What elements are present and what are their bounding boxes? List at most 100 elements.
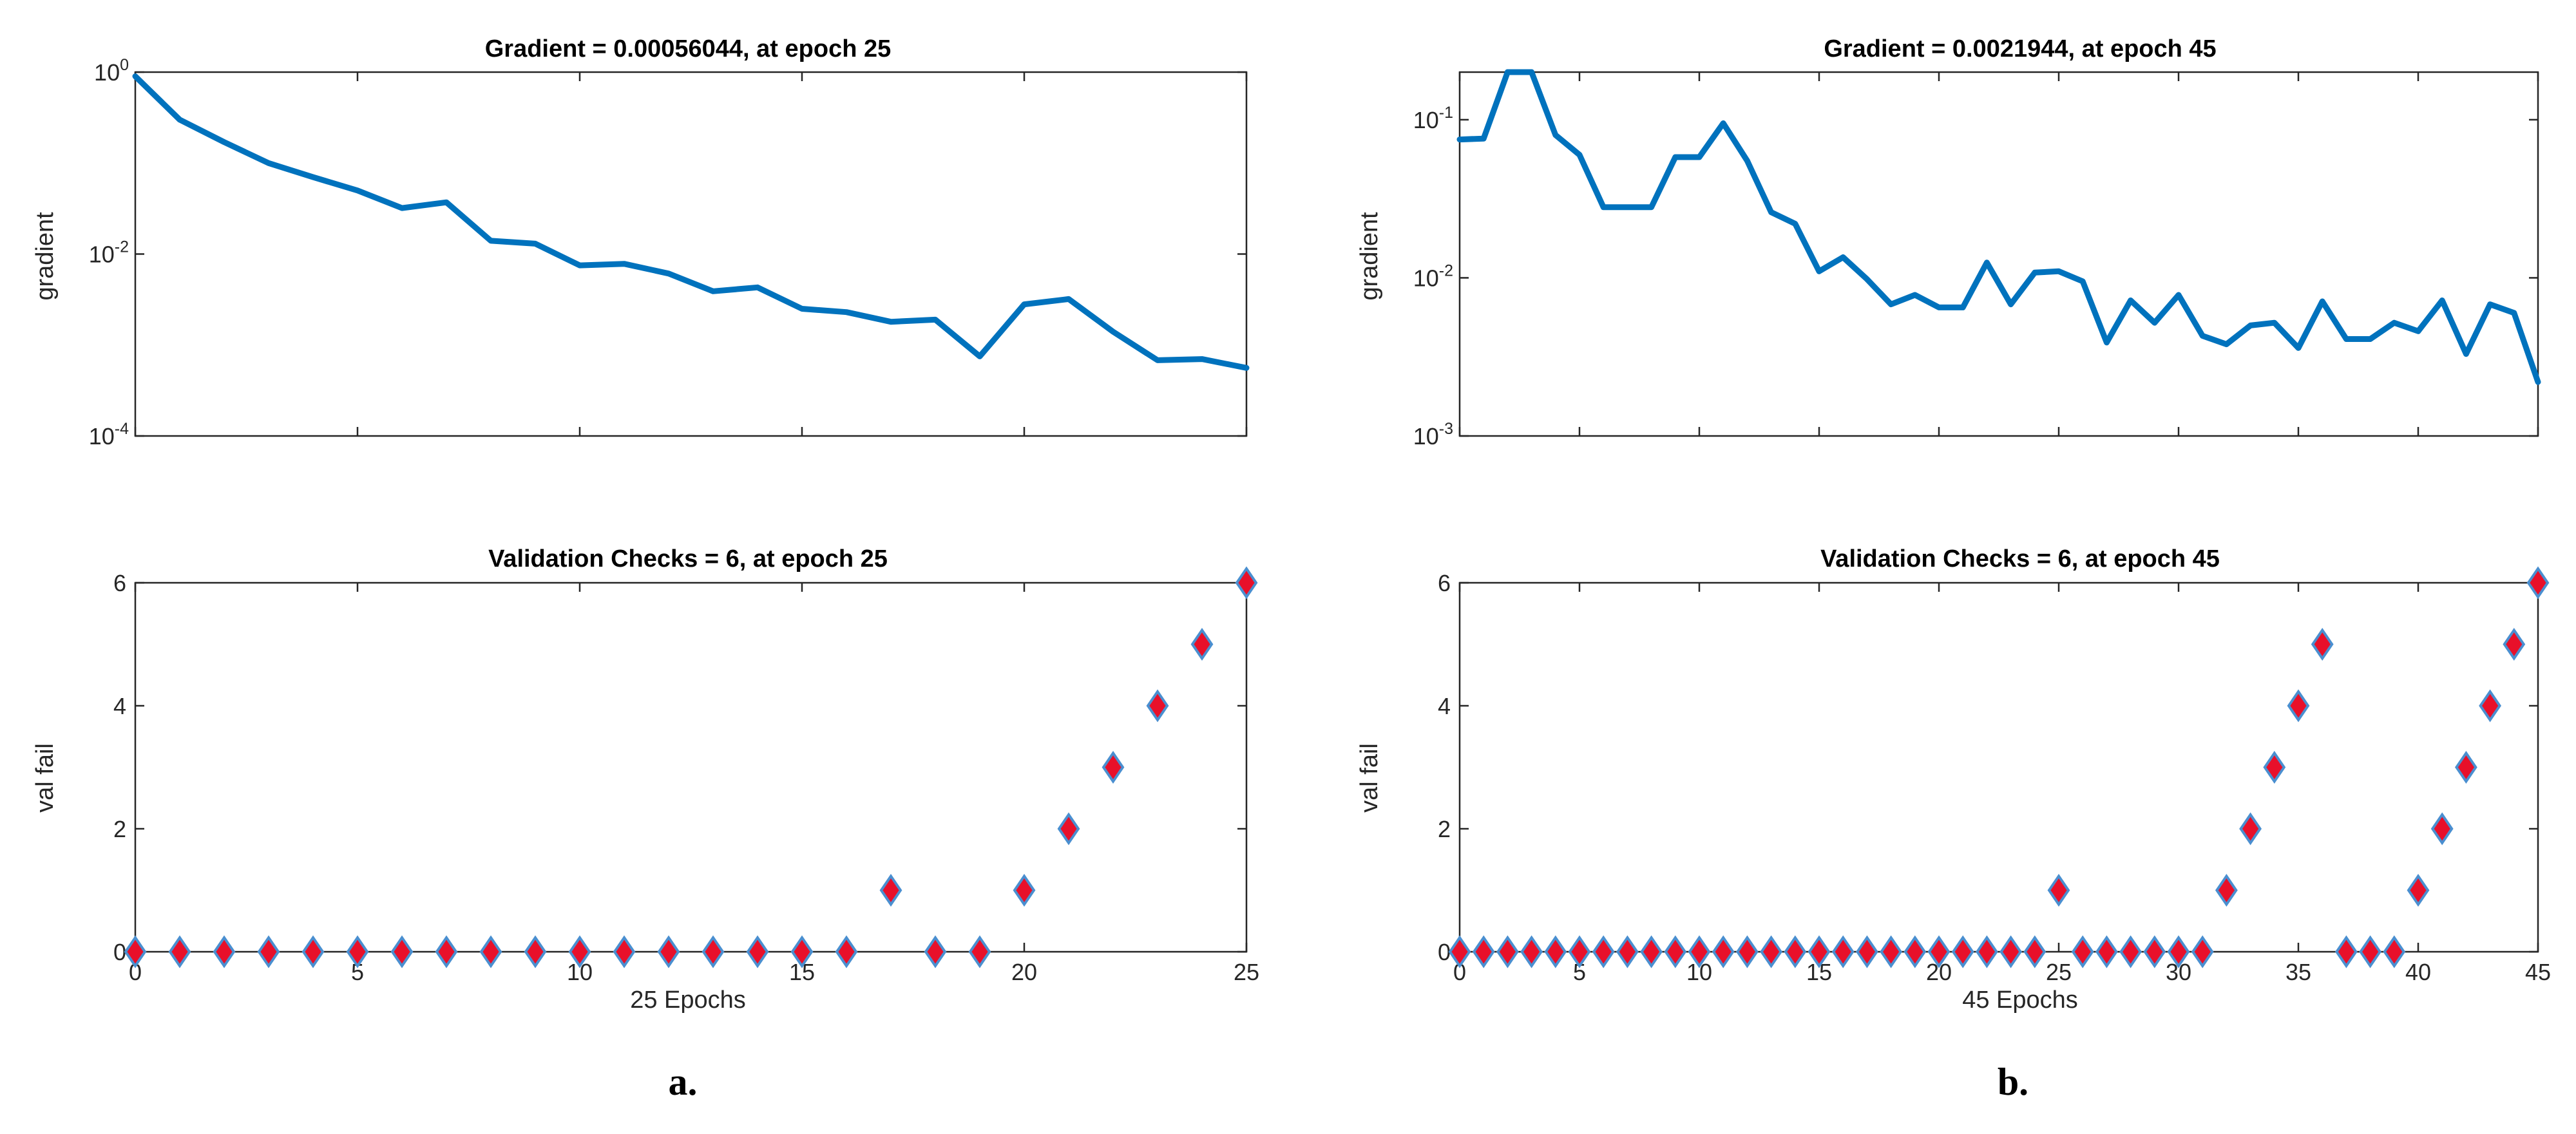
val-fail-point <box>2095 935 2118 969</box>
val-fail-point <box>2047 873 2070 907</box>
val-fail-point <box>2407 873 2430 907</box>
val-fail-point <box>1472 935 1495 969</box>
val-fail-point <box>168 935 191 969</box>
plot-area <box>134 71 1248 437</box>
val-fail-point <box>2334 935 2358 969</box>
y-axis-label: gradient <box>1356 212 1383 301</box>
val-fail-point <box>1951 935 1974 969</box>
chart-title: Validation Checks = 6, at epoch 45 <box>1820 545 2220 572</box>
chart-title: Validation Checks = 6, at epoch 25 <box>488 545 888 572</box>
val-fail-point <box>124 935 147 969</box>
val-fail-point <box>2119 935 2142 969</box>
plot-area <box>134 581 1248 953</box>
y-tick-label: 6 <box>1438 570 1451 596</box>
y-tick-label: 4 <box>113 693 126 719</box>
val-fail-point <box>1013 873 1036 907</box>
val-fail-point <box>2071 935 2094 969</box>
val-fail-point <box>613 935 636 969</box>
y-axis-label: val fail <box>32 743 59 813</box>
val-fail-point <box>1927 935 1951 969</box>
val-fail-point <box>1496 935 1519 969</box>
val-fail-point <box>257 935 280 969</box>
val-fail-point <box>2023 935 2046 969</box>
gradient-series-line <box>132 73 1250 371</box>
panel-label-a: a. <box>669 1061 698 1103</box>
val-fail-point <box>1784 935 1807 969</box>
chart-a-validation: Validation Checks = 6, at epoch 25 val f… <box>32 545 1259 1014</box>
val-fail-point <box>2383 935 2406 969</box>
x-tick-label: 35 <box>2285 959 2311 985</box>
val-fail-point <box>2287 689 2310 723</box>
chart-title: Gradient = 0.00056044, at epoch 25 <box>485 35 892 62</box>
chart-a-gradient: Gradient = 0.00056044, at epoch 25 gradi… <box>32 35 1250 449</box>
val-fail-point <box>835 935 858 969</box>
x-tick-label: 45 <box>2525 959 2551 985</box>
val-fail-point <box>2191 935 2214 969</box>
val-fail-point <box>568 935 591 969</box>
val-fail-point <box>2454 750 2477 784</box>
val-fail-point <box>346 935 369 969</box>
val-fail-point <box>2479 689 2502 723</box>
val-fail-point <box>1999 935 2023 969</box>
y-tick-label: 6 <box>113 570 126 596</box>
x-axis-label: 25 Epochs <box>630 987 746 1014</box>
val-fail-point <box>701 935 725 969</box>
val-fail-point <box>2359 935 2382 969</box>
y-tick-label: 10-2 <box>1413 261 1453 291</box>
y-tick-label: 10-4 <box>89 420 129 449</box>
panel-label-b: b. <box>1998 1061 2028 1103</box>
val-fail-point <box>1235 566 1258 600</box>
x-tick-label: 20 <box>1011 959 1037 985</box>
val-fail-point <box>1712 935 1735 969</box>
val-fail-point <box>1880 935 1903 969</box>
y-tick-label: 10-3 <box>1413 420 1453 449</box>
y-tick-label: 100 <box>94 56 129 86</box>
plot-area <box>1458 581 2539 953</box>
val-fail-point <box>1640 935 1663 969</box>
val-fail-point <box>1616 935 1639 969</box>
val-fail-point <box>1808 935 1831 969</box>
val-fail-point <box>2526 566 2550 600</box>
val-fail-point <box>924 935 947 969</box>
y-tick-label: 10-1 <box>1413 104 1453 133</box>
val-fail-point <box>390 935 414 969</box>
val-fail-point <box>213 935 236 969</box>
y-tick-label: 2 <box>113 816 126 842</box>
x-tick-label: 5 <box>1573 959 1586 985</box>
val-fail-point <box>1102 750 1125 784</box>
val-fail-point <box>1975 935 1998 969</box>
val-fail-point <box>2430 812 2454 846</box>
x-axis-label: 45 Epochs <box>1962 987 2078 1014</box>
val-fail-point <box>1592 935 1615 969</box>
val-fail-point <box>657 935 680 969</box>
val-fail-point <box>2503 627 2526 661</box>
x-tick-label: 0 <box>1453 959 1466 985</box>
val-fail-point <box>968 935 991 969</box>
val-fail-point <box>2167 935 2190 969</box>
val-fail-point <box>790 935 814 969</box>
val-fail-point <box>301 935 325 969</box>
x-tick-label: 40 <box>2405 959 2431 985</box>
val-fail-point <box>1190 627 1214 661</box>
val-fail-point <box>1735 935 1759 969</box>
plot-area <box>1458 71 2539 437</box>
val-fail-point <box>2263 750 2286 784</box>
val-fail-point <box>2215 873 2238 907</box>
val-fail-point <box>1855 935 1878 969</box>
chart-title: Gradient = 0.0021944, at epoch 45 <box>1824 35 2216 62</box>
y-tick-label: 2 <box>1438 816 1451 842</box>
y-tick-label: 0 <box>113 939 126 965</box>
y-tick-label: 10-2 <box>89 238 129 268</box>
val-fail-point <box>1544 935 1567 969</box>
val-fail-point <box>1057 812 1080 846</box>
val-fail-point <box>1903 935 1927 969</box>
val-fail-point <box>1520 935 1543 969</box>
x-tick-label: 25 <box>1234 959 1259 985</box>
chart-b-gradient: Gradient = 0.0021944, at epoch 45 gradie… <box>1356 35 2541 449</box>
val-fail-point <box>879 873 902 907</box>
val-fail-point <box>1688 935 1711 969</box>
x-tick-label: 5 <box>351 959 364 985</box>
val-fail-point <box>1448 935 1471 969</box>
x-tick-label: 0 <box>129 959 142 985</box>
